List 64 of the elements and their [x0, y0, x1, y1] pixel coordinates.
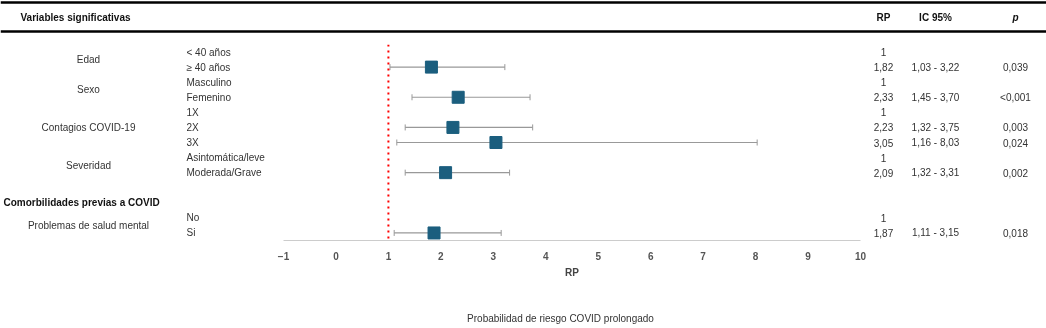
text: 1,45 - 3,70: [911, 91, 960, 103]
text: Variables significativas: [20, 12, 131, 23]
x-tick-label: 0: [333, 250, 340, 262]
text: 1: [880, 212, 887, 224]
text: Comorbilidades previas a COVID: [3, 197, 160, 209]
text: 1,32 - 3,31: [911, 167, 960, 179]
x-tick-label: 4: [542, 250, 549, 262]
text: 0,002: [1002, 167, 1029, 179]
x-tick-label: 6: [647, 250, 654, 262]
y-tick-label: 2X: [186, 121, 200, 133]
x-tick-label: 10: [854, 250, 867, 262]
text: 0,024: [1002, 137, 1029, 149]
text: 1,03 - 3,22: [911, 61, 960, 73]
data-label: 2,33: [873, 92, 894, 104]
text: 0,003: [1002, 122, 1029, 134]
y-tick-label: Si: [186, 227, 196, 239]
y-tick-label: Asintomática/leve: [186, 152, 266, 164]
x-tick-label: 2: [438, 250, 445, 262]
x-tick-label: 5: [595, 250, 602, 262]
point: [424, 60, 438, 74]
x-tick-label: 8: [752, 250, 759, 262]
x-tick-label: 9: [805, 250, 812, 262]
text: 1,32 - 3,75: [911, 121, 960, 133]
text: Sexo: [77, 84, 101, 96]
text: 0,039: [1002, 62, 1029, 74]
y-tick-label: 3X: [186, 137, 200, 148]
text: 1: [880, 152, 887, 164]
text: Contagios COVID-19: [41, 121, 136, 133]
y-tick-label: Femenino: [186, 91, 232, 103]
text: 1,11 - 3,15: [911, 227, 960, 239]
y-tick-label: Moderada/Grave: [186, 167, 262, 179]
x-tick-label: 1: [385, 250, 392, 262]
point: [427, 226, 441, 240]
text: Probabilidad de riesgo COVID prolongado: [467, 313, 655, 324]
text: RP: [876, 12, 891, 23]
text: 0,018: [1002, 227, 1029, 239]
text: <0,001: [1000, 91, 1032, 103]
y-tick-label: 1X: [186, 106, 200, 118]
x-axis-title: RP: [565, 266, 580, 278]
point: [489, 136, 503, 149]
point: [446, 120, 460, 134]
data-label: 2,09: [873, 167, 894, 179]
text: 1,16 - 8,03: [911, 137, 960, 148]
text: 1: [880, 77, 887, 89]
data-label: 3,05: [873, 137, 894, 149]
text: 1: [880, 107, 887, 119]
point: [439, 166, 453, 180]
x-tick-label: −1: [277, 250, 290, 262]
text: IC 95%: [919, 12, 952, 23]
x-tick-label: 7: [700, 250, 707, 262]
text: Problemas de salud mental: [27, 219, 150, 231]
point: [451, 90, 465, 104]
data-label: 1,87: [873, 227, 894, 239]
data-label: 1,82: [873, 62, 894, 74]
y-tick-label: No: [186, 212, 200, 224]
y-tick-label: < 40 años: [186, 46, 231, 58]
y-tick-label: Masculino: [186, 76, 232, 88]
y-tick-label: ≥ 40 años: [186, 61, 231, 73]
x-tick-label: 3: [490, 250, 497, 262]
text: 1: [880, 47, 887, 59]
data-label: 2,23: [873, 122, 894, 134]
text: Edad: [76, 54, 101, 66]
text: Severidad: [65, 159, 112, 171]
text: p: [1011, 12, 1019, 23]
